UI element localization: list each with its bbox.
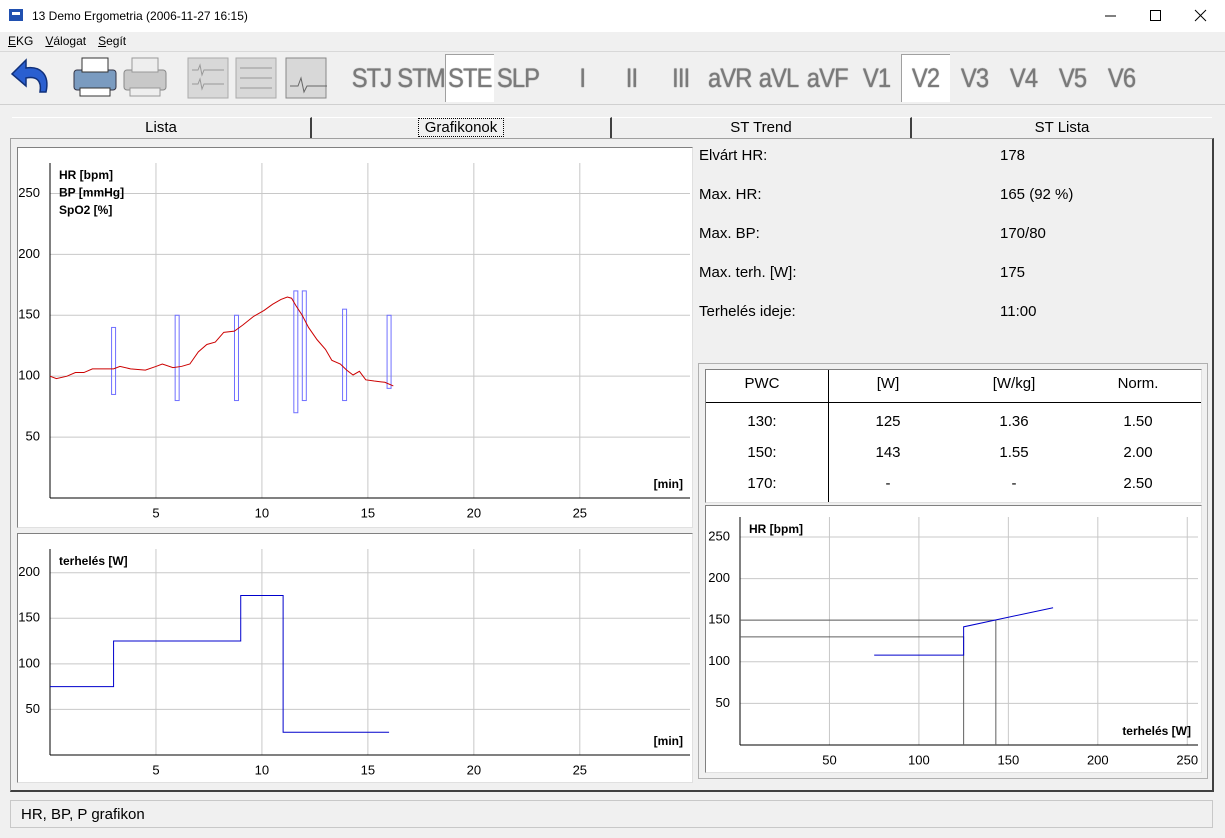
lead-button[interactable]: I: [558, 54, 607, 102]
lead-button[interactable]: aVL: [754, 54, 803, 102]
menu-bar: EKG Válogat Segít: [8, 34, 126, 48]
lead-label[interactable]: aVF: [807, 62, 849, 93]
lead-label[interactable]: aVR: [707, 62, 752, 93]
pwc-table-panel: [705, 369, 1202, 503]
toolbar-separator: [0, 51, 1225, 52]
window-title: 13 Demo Ergometria (2006-11-27 16:15): [32, 9, 248, 23]
tab[interactable]: Lista: [12, 117, 312, 138]
summary-value: 11:00: [1000, 303, 1037, 320]
summary-label: Terhelés ideje:: [699, 303, 796, 320]
load-chart-panel: [17, 533, 693, 783]
table-cell: -: [1011, 475, 1017, 492]
lead-button[interactable]: III: [656, 54, 705, 102]
tab[interactable]: ST Lista: [912, 117, 1212, 138]
lead-button[interactable]: STJ: [347, 54, 396, 102]
menu-item[interactable]: EKG: [8, 34, 34, 48]
lead-button[interactable]: SLP: [494, 54, 543, 102]
table-cell: 130:: [747, 413, 777, 430]
table-cell: 1.50: [1123, 413, 1153, 430]
table-cell: 143: [875, 444, 901, 461]
table-header: [W/kg]: [992, 375, 1036, 392]
summary-label: Max. terh. [W]:: [699, 264, 797, 281]
lead-button[interactable]: V3: [950, 54, 999, 102]
table-column-line: [828, 370, 829, 502]
lead-button[interactable]: STE: [445, 54, 494, 102]
ecg-trend-button[interactable]: [285, 57, 327, 99]
table-cell: 170:: [747, 475, 777, 492]
hr-chart-panel: [17, 147, 693, 528]
lead-button[interactable]: STM: [396, 54, 445, 102]
lead-label[interactable]: V1: [862, 62, 891, 93]
title-bar: 13 Demo Ergometria (2006-11-27 16:15): [0, 0, 1225, 32]
lead-button[interactable]: V5: [1048, 54, 1097, 102]
table-header-line: [706, 402, 1201, 403]
menu-item[interactable]: Segít: [98, 34, 127, 48]
table-cell: -: [885, 475, 891, 492]
maximize-button[interactable]: [1150, 10, 1161, 21]
pwc-chart-panel: [705, 505, 1202, 773]
table-header: PWC: [744, 375, 780, 392]
lead-button[interactable]: V1: [852, 54, 901, 102]
tab-page: [10, 138, 1214, 792]
lead-button[interactable]: V2: [901, 54, 950, 102]
app-icon-detail: [12, 12, 20, 15]
summary-label: Max. HR:: [699, 186, 762, 203]
lead-label[interactable]: I: [579, 62, 587, 93]
lead-label[interactable]: aVL: [758, 62, 800, 93]
tab[interactable]: ST Trend: [612, 117, 912, 138]
lead-button[interactable]: II: [607, 54, 656, 102]
summary-value: 165 (92 %): [1000, 186, 1074, 203]
print-all-button[interactable]: [123, 57, 167, 97]
summary-label: Max. BP:: [699, 225, 760, 242]
print-button[interactable]: [73, 57, 117, 97]
table-cell: 1.36: [999, 413, 1029, 430]
close-button[interactable]: [1194, 9, 1207, 22]
summary-value: 178: [1000, 147, 1026, 164]
tab[interactable]: Grafikonok: [312, 117, 612, 138]
tab-label[interactable]: ST Trend: [730, 119, 792, 136]
table-cell: 150:: [747, 444, 777, 461]
ecg-grid-button[interactable]: [235, 57, 277, 99]
lead-label[interactable]: V5: [1058, 62, 1087, 93]
status-bar: HR, BP, P grafikon: [10, 800, 1213, 828]
table-cell: 1.55: [999, 444, 1029, 461]
summary-value: 175: [1000, 264, 1026, 281]
lead-label[interactable]: STE: [448, 63, 492, 93]
table-header: [W]: [876, 375, 900, 392]
tab-label[interactable]: Lista: [145, 119, 177, 136]
table-cell: 2.00: [1123, 444, 1153, 461]
lead-label[interactable]: STM: [396, 62, 445, 93]
toolbar-icons: [10, 57, 327, 99]
lead-button[interactable]: aVF: [803, 54, 852, 102]
lead-label[interactable]: V4: [1009, 62, 1038, 93]
lead-label[interactable]: STJ: [351, 62, 392, 93]
table-cell: 2.50: [1123, 475, 1153, 492]
back-button[interactable]: [10, 58, 48, 93]
lead-button[interactable]: V4: [999, 54, 1048, 102]
table-header: Norm.: [1117, 375, 1159, 392]
lead-label[interactable]: III: [671, 62, 690, 93]
ecg-view-button[interactable]: [187, 57, 229, 99]
toolbar-bottom: [0, 104, 1225, 105]
lead-label[interactable]: II: [625, 62, 638, 93]
table-cell: 125: [875, 413, 901, 430]
summary-label: Elvárt HR:: [699, 147, 768, 164]
title-bar-graphics: [9, 9, 1207, 22]
menu-item[interactable]: Válogat: [45, 34, 87, 48]
lead-label[interactable]: V6: [1107, 62, 1136, 93]
lead-label[interactable]: V2: [912, 63, 940, 93]
pwc-group: [698, 363, 1208, 779]
lead-button[interactable]: aVR: [705, 54, 754, 102]
lead-button[interactable]: V6: [1097, 54, 1146, 102]
summary-value: 170/80: [1000, 225, 1046, 242]
lead-label[interactable]: V3: [960, 62, 989, 93]
lead-label[interactable]: SLP: [497, 62, 540, 93]
tab-label[interactable]: Grafikonok: [417, 118, 505, 137]
tab-label[interactable]: ST Lista: [1034, 119, 1090, 136]
